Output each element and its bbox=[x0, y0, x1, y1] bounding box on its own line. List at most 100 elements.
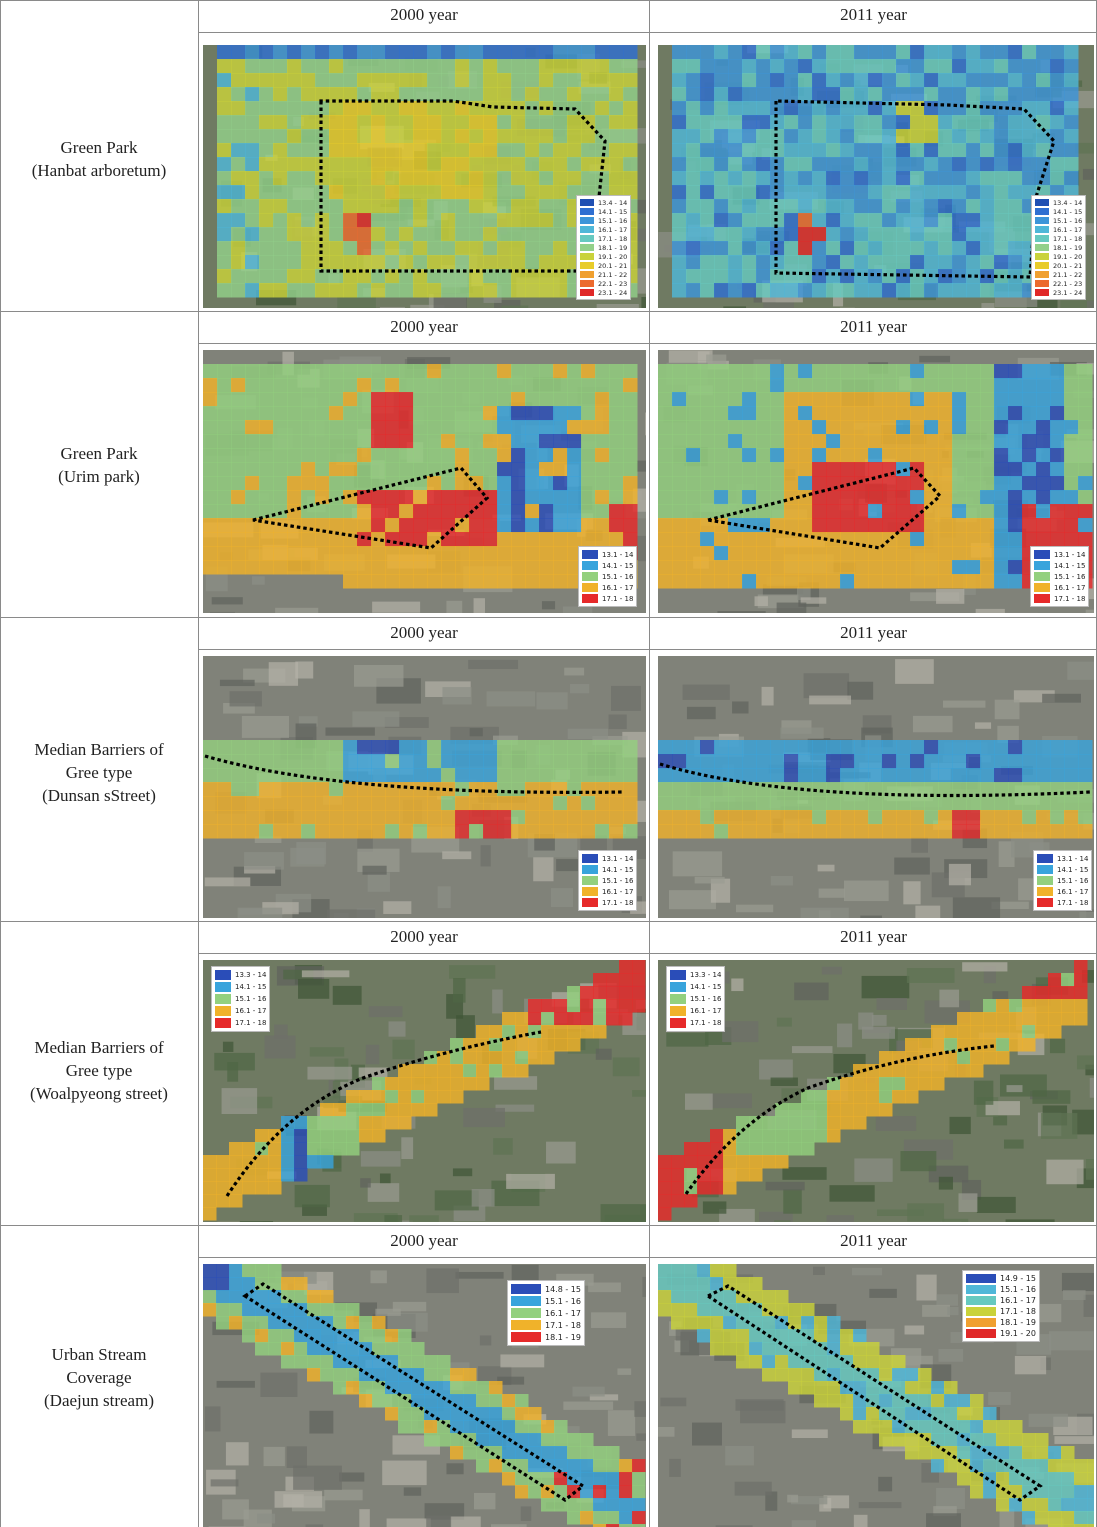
map-graphic bbox=[203, 350, 646, 613]
map-graphic bbox=[658, 960, 1094, 1222]
legend-label: 17.1 - 18 bbox=[690, 1019, 722, 1027]
legend-swatch bbox=[582, 898, 598, 907]
legend-entry: 14.1 - 15 bbox=[582, 560, 633, 571]
legend-label: 13.1 - 14 bbox=[602, 854, 634, 863]
legend-swatch bbox=[1035, 280, 1049, 287]
legend-swatch bbox=[1035, 217, 1049, 224]
legend-swatch bbox=[1034, 594, 1050, 603]
header-2000-row3: 2000 year bbox=[390, 623, 458, 642]
legend-label: 16.1 - 17 bbox=[602, 583, 634, 592]
legend-swatch bbox=[966, 1296, 996, 1305]
legend-woalpyeong-2000: 13.3 - 14 14.1 - 15 15.1 - 16 16.1 - 17 17.1… bbox=[211, 966, 271, 1032]
legend-label: 19.1 - 20 bbox=[1053, 252, 1083, 261]
legend-entry: 16.1 - 17 bbox=[1037, 886, 1088, 897]
legend-label: 21.1 - 22 bbox=[598, 270, 628, 279]
legend-woalpyeong-2011: 13.3 - 14 14.1 - 15 15.1 - 16 16.1 - 17 17.1… bbox=[666, 966, 726, 1032]
legend-entry: 16.1 - 17 bbox=[511, 1307, 581, 1319]
legend-entry: 13.1 - 14 bbox=[582, 549, 633, 560]
legend-entry: 14.1 - 15 bbox=[215, 981, 266, 993]
legend-entry: 14.1 - 15 bbox=[582, 864, 633, 875]
legend-entry: 17.1 - 18 bbox=[1035, 234, 1082, 243]
legend-entry: 23.1 - 24 bbox=[1035, 288, 1082, 297]
legend-swatch bbox=[1035, 226, 1049, 233]
legend-label: 15.1 - 16 bbox=[602, 876, 634, 885]
legend-swatch bbox=[1035, 253, 1049, 260]
legend-entry: 19.1 - 20 bbox=[966, 1328, 1036, 1339]
legend-swatch bbox=[1034, 572, 1050, 581]
legend-swatch bbox=[582, 876, 598, 885]
header-2011-row1: 2011 year bbox=[840, 5, 907, 24]
legend-swatch bbox=[670, 1006, 686, 1016]
legend-label: 22.1 - 23 bbox=[598, 279, 628, 288]
legend-label: 14.1 - 15 bbox=[1054, 561, 1086, 570]
legend-entry: 14.1 - 15 bbox=[670, 981, 721, 993]
legend-label: 16.1 - 17 bbox=[1057, 887, 1089, 896]
legend-swatch bbox=[966, 1329, 996, 1338]
legend-swatch bbox=[580, 289, 594, 296]
legend-swatch bbox=[511, 1308, 541, 1318]
legend-entry: 17.1 - 18 bbox=[670, 1017, 721, 1029]
legend-label: 14.1 - 15 bbox=[602, 865, 634, 874]
legend-label: 14.1 - 15 bbox=[602, 561, 634, 570]
legend-label: 15.1 - 16 bbox=[602, 572, 634, 581]
legend-entry: 16.1 - 17 bbox=[966, 1295, 1036, 1306]
legend-swatch bbox=[580, 199, 594, 206]
legend-entry: 17.1 - 18 bbox=[966, 1306, 1036, 1317]
header-2000-row5: 2000 year bbox=[390, 1231, 458, 1250]
legend-label: 17.1 - 18 bbox=[1000, 1307, 1036, 1316]
legend-entry: 22.1 - 23 bbox=[1035, 279, 1082, 288]
legend-entry: 16.1 - 17 bbox=[582, 886, 633, 897]
legend-swatch bbox=[1034, 550, 1050, 559]
legend-label: 19.1 - 20 bbox=[1000, 1329, 1036, 1338]
header-2000-row2: 2000 year bbox=[390, 317, 458, 336]
legend-label: 13.1 - 14 bbox=[1054, 550, 1086, 559]
legend-entry: 14.1 - 15 bbox=[1034, 560, 1085, 571]
row-label-line: Coverage bbox=[66, 1368, 132, 1387]
legend-label: 17.1 - 18 bbox=[545, 1320, 581, 1330]
legend-entry: 14.1 - 15 bbox=[1037, 864, 1088, 875]
legend-label: 15.1 - 16 bbox=[235, 995, 267, 1003]
legend-label: 14.1 - 15 bbox=[1057, 865, 1089, 874]
legend-label: 16.1 - 17 bbox=[545, 1308, 581, 1318]
legend-swatch bbox=[582, 572, 598, 581]
legend-swatch bbox=[215, 994, 231, 1004]
row-label-line: Median Barriers of bbox=[34, 1038, 164, 1057]
legend-entry: 15.1 - 16 bbox=[1037, 875, 1088, 886]
legend-label: 21.1 - 22 bbox=[1053, 270, 1083, 279]
legend-entry: 13.4 - 14 bbox=[580, 198, 627, 207]
legend-swatch bbox=[215, 982, 231, 992]
legend-swatch bbox=[1035, 271, 1049, 278]
legend-swatch bbox=[582, 583, 598, 592]
legend-entry: 15.1 - 16 bbox=[582, 571, 633, 582]
legend-label: 17.1 - 18 bbox=[602, 898, 634, 907]
legend-entry: 19.1 - 20 bbox=[580, 252, 627, 261]
legend-label: 19.1 - 20 bbox=[598, 252, 628, 261]
legend-swatch bbox=[582, 561, 598, 570]
legend-entry: 16.1 - 17 bbox=[580, 225, 627, 234]
legend-entry: 17.1 - 18 bbox=[580, 234, 627, 243]
row-label-line: (Woalpyeong street) bbox=[30, 1084, 168, 1103]
legend-label: 14.9 - 15 bbox=[1000, 1274, 1036, 1283]
legend-label: 17.1 - 18 bbox=[235, 1019, 267, 1027]
legend-dunsan-2011: 13.1 - 14 14.1 - 15 15.1 - 16 16.1 - 17 17.1… bbox=[1033, 850, 1093, 911]
legend-label: 13.3 - 14 bbox=[690, 971, 722, 979]
map-dunsan-2000: 13.1 - 14 14.1 - 15 15.1 - 16 16.1 - 17 17.1… bbox=[203, 656, 646, 918]
legend-label: 15.1 - 16 bbox=[545, 1296, 581, 1306]
map-graphic bbox=[203, 45, 646, 308]
legend-entry: 16.1 - 17 bbox=[1034, 582, 1085, 593]
legend-entry: 16.1 - 17 bbox=[215, 1005, 266, 1017]
legend-entry: 18.1 - 19 bbox=[1035, 243, 1082, 252]
legend-label: 16.1 - 17 bbox=[1053, 225, 1083, 234]
legend-label: 20.1 - 21 bbox=[598, 261, 628, 270]
legend-entry: 14.1 - 15 bbox=[1035, 207, 1082, 216]
legend-swatch bbox=[966, 1307, 996, 1316]
legend-swatch bbox=[580, 217, 594, 224]
legend-swatch bbox=[966, 1285, 996, 1294]
legend-label: 23.1 - 24 bbox=[598, 288, 628, 297]
legend-swatch bbox=[670, 970, 686, 980]
legend-label: 15.1 - 16 bbox=[598, 216, 628, 225]
legend-hanbat-2011: 13.4 - 14 14.1 - 15 15.1 - 16 16.1 - 17 17.1… bbox=[1031, 195, 1087, 300]
legend-label: 13.1 - 14 bbox=[1057, 854, 1089, 863]
map-urim-2000: 13.1 - 14 14.1 - 15 15.1 - 16 16.1 - 17 17.1… bbox=[203, 350, 646, 613]
legend-entry: 18.1 - 19 bbox=[511, 1331, 581, 1343]
